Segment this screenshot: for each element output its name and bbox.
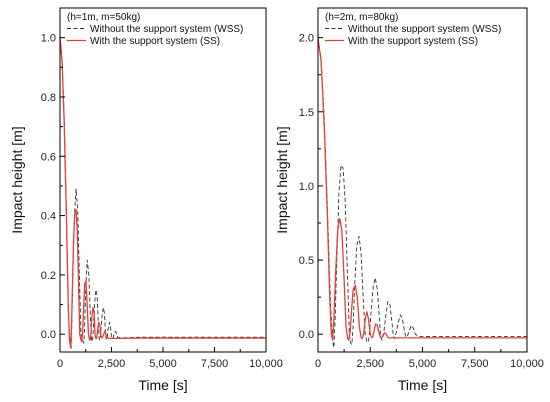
legend-entry: With the support system (SS) — [90, 36, 220, 47]
y-axis-label: Impact height [m] — [9, 126, 25, 233]
x-tick-label: 10,000 — [249, 358, 283, 370]
legend-entry: With the support system (SS) — [348, 36, 478, 47]
x-axis-label: Time [s] — [138, 377, 187, 393]
legend: (h=2m, m=80kg)Without the support system… — [325, 12, 501, 47]
y-tick-label: 1.5 — [299, 107, 314, 119]
y-tick-label: 0.2 — [41, 270, 56, 282]
x-tick-label: 2,500 — [356, 358, 384, 370]
y-tick-label: 0.8 — [41, 92, 56, 104]
y-tick-label: 2.0 — [299, 33, 314, 45]
series-line-ss — [317, 37, 527, 341]
series-line-ss — [59, 37, 266, 349]
legend-title: (h=1m, m=50kg) — [67, 12, 140, 23]
x-tick-label: 5,000 — [409, 358, 437, 370]
plot-frame — [59, 7, 267, 353]
x-tick-label: 7,500 — [461, 358, 489, 370]
x-axis-label: Time [s] — [398, 377, 447, 393]
y-tick-label: 0.0 — [299, 329, 314, 341]
series-line-wss — [59, 37, 266, 350]
legend-title: (h=2m, m=80kg) — [325, 12, 398, 23]
y-tick-label: 0.4 — [41, 211, 56, 223]
x-tick-label: 7,500 — [201, 358, 229, 370]
y-tick-label: 0.6 — [41, 151, 56, 163]
legend: (h=1m, m=50kg)Without the support system… — [67, 12, 243, 47]
x-tick-label: 0 — [315, 358, 321, 370]
x-tick-label: 0 — [57, 358, 63, 370]
y-tick-label: 0.0 — [41, 329, 56, 341]
y-tick-label: 1.0 — [299, 181, 314, 193]
chart-panel-2: 0 2,500 5,000 7,500 10,000 0.0 0.5 1.0 1.5 2.0 Tim… — [274, 7, 544, 393]
legend-entry: Without the support system (WSS) — [90, 24, 243, 35]
y-axis-label: Impact height [m] — [274, 126, 290, 233]
chart-panel-1: 0 2,500 5,000 7,500 10,000 0.0 0.2 0.4 0.6 0.8 1.0… — [9, 7, 283, 393]
y-tick-label: 1.0 — [41, 33, 56, 45]
x-tick-label: 5,000 — [149, 358, 177, 370]
x-tick-label: 10,000 — [510, 358, 544, 370]
plot-frame — [317, 7, 528, 353]
series-line-wss — [317, 37, 527, 348]
legend-entry: Without the support system (WSS) — [348, 24, 501, 35]
y-tick-label: 0.5 — [299, 255, 314, 267]
x-tick-label: 2,500 — [98, 358, 126, 370]
